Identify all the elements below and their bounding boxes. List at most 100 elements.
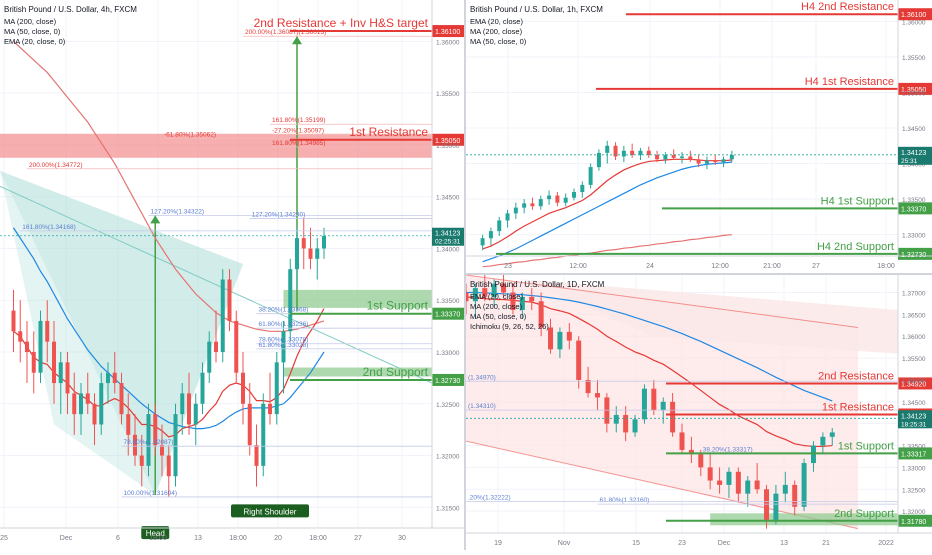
legend: British Pound / U.S. Dollar, 1h, FXCM EMA… bbox=[470, 5, 603, 46]
level-label: 2nd Support bbox=[834, 508, 894, 520]
chart-title: British Pound / U.S. Dollar, 1D, FXCM bbox=[470, 280, 605, 289]
candle-body bbox=[166, 455, 171, 477]
indicator-label: MA (50, close, 0) bbox=[470, 37, 527, 46]
candles bbox=[463, 275, 835, 529]
candle-body bbox=[688, 156, 693, 160]
level-label: 2nd Support bbox=[363, 365, 429, 379]
candle-body bbox=[241, 372, 245, 404]
fib-label: 78.60%(1.32087) bbox=[124, 439, 174, 446]
level-label: 1st Resistance bbox=[349, 125, 428, 139]
candle-body bbox=[547, 195, 552, 200]
level-label: 2nd Resistance + Inv H&S target bbox=[254, 16, 429, 30]
ichimoku-cloud bbox=[522, 279, 898, 354]
price-axis-tick: 1.36000 bbox=[902, 19, 926, 26]
price-axis-tick: 1.35500 bbox=[436, 91, 460, 98]
time-axis-tick: 13 bbox=[194, 535, 202, 542]
fib-label: 127.20%(1.34290) bbox=[252, 211, 306, 218]
price-tag-support bbox=[432, 307, 464, 320]
candle-body bbox=[717, 480, 723, 485]
price-axis-tick: 1.32000 bbox=[902, 509, 926, 516]
candle-body bbox=[538, 301, 544, 328]
candle-body bbox=[529, 296, 535, 302]
candle-body bbox=[268, 403, 272, 415]
candle-body bbox=[530, 203, 535, 207]
panel-1d[interactable]: (1.34970) (1.34310) 38.20%(1.33317) 61.80%(… bbox=[463, 274, 932, 550]
fib-label: 61.80%(1.32160) bbox=[599, 497, 649, 504]
current-price-countdown: 18:25:31 bbox=[901, 421, 927, 428]
candle-body bbox=[754, 480, 760, 490]
price-axis bbox=[432, 0, 464, 550]
candle-body bbox=[25, 341, 29, 352]
channel-upper bbox=[465, 274, 859, 328]
panel-4h[interactable]: 200.00%(1.36087)(1.36013) 161.80%(1.35199… bbox=[0, 0, 464, 550]
price-tag-resistance bbox=[432, 133, 464, 146]
price-tag-label: 1.33317 bbox=[901, 451, 926, 458]
chart-1h[interactable]: H4 2nd Resistance 1.36100 H4 1st Resistanc… bbox=[466, 0, 932, 273]
candle-body bbox=[85, 393, 90, 404]
indicator-label: EMA (20, close, 0) bbox=[4, 37, 66, 46]
candle-body bbox=[764, 489, 770, 520]
candle-body bbox=[482, 288, 488, 297]
legend: British Pound / U.S. Dollar, 1D, FXCM EMA… bbox=[470, 280, 605, 331]
price-tag-support bbox=[898, 247, 932, 260]
candle-body bbox=[11, 310, 16, 332]
candle-body bbox=[713, 160, 718, 163]
candle-body bbox=[38, 320, 43, 373]
panel-divider-horizontal[interactable] bbox=[466, 273, 932, 275]
ma200-line bbox=[482, 234, 732, 268]
price-axis-tick: 1.34000 bbox=[436, 246, 460, 253]
candle-body bbox=[207, 341, 212, 373]
price-axis-tick: 1.33000 bbox=[902, 233, 926, 240]
candle-body bbox=[497, 220, 502, 232]
candle-body bbox=[295, 238, 299, 270]
panel-1h[interactable]: H4 2nd Resistance 1.36100 H4 1st Resistanc… bbox=[466, 0, 932, 273]
candle-body bbox=[193, 403, 198, 425]
candle-body bbox=[65, 362, 70, 394]
price-axis-tick: 1.31500 bbox=[436, 505, 460, 512]
fib-label: (1.34310) bbox=[468, 403, 496, 410]
price-axis-tick: 1.33500 bbox=[902, 444, 926, 451]
candle-body bbox=[566, 331, 572, 341]
chart-4h[interactable]: 200.00%(1.36087)(1.36013) 161.80%(1.35199… bbox=[0, 0, 464, 550]
price-axis-tick: 1.33500 bbox=[436, 298, 460, 305]
price-tag-support bbox=[898, 447, 932, 460]
time-axis-tick: 25 bbox=[0, 535, 8, 542]
time-axis-tick: 18:00 bbox=[877, 263, 895, 270]
panel-divider-vertical[interactable] bbox=[464, 0, 466, 550]
time-axis-tick: 13 bbox=[780, 540, 788, 547]
candle-body bbox=[281, 331, 286, 363]
level-label: H4 1st Support bbox=[821, 195, 894, 207]
candle-body bbox=[671, 155, 676, 158]
candle-body bbox=[214, 341, 218, 352]
candle-body bbox=[153, 414, 158, 446]
candle-body bbox=[112, 372, 117, 384]
candle-body bbox=[585, 379, 591, 394]
candle-body bbox=[729, 155, 734, 160]
pattern-tag-label: Right Shoulder bbox=[244, 507, 297, 516]
candle-body bbox=[663, 155, 668, 160]
current-price-value: 1.34123 bbox=[435, 231, 460, 238]
candle-body bbox=[261, 403, 266, 466]
candle-body bbox=[254, 445, 259, 466]
price-tag-resistance bbox=[898, 377, 932, 390]
candle-body bbox=[604, 397, 610, 424]
price-tag-label: 1.33370 bbox=[435, 312, 460, 319]
price-axis-tick: 1.35500 bbox=[902, 55, 926, 62]
candle-body bbox=[126, 414, 131, 435]
chart-1d[interactable]: (1.34970) (1.34310) 38.20%(1.33317) 61.80%(… bbox=[463, 274, 932, 550]
candle-body bbox=[613, 145, 618, 157]
candle-body bbox=[52, 341, 56, 384]
support-zone-2 bbox=[283, 367, 432, 377]
candle-body bbox=[563, 197, 568, 203]
candle-body bbox=[548, 327, 554, 350]
price-axis-tick: 1.33500 bbox=[902, 197, 926, 204]
resistance-zone bbox=[0, 133, 432, 158]
candle-body bbox=[605, 145, 610, 153]
price-axis-tick: 1.34500 bbox=[902, 126, 926, 133]
candle-body bbox=[680, 156, 684, 158]
candle-body bbox=[580, 184, 585, 192]
indicator-label: EMA (20, close) bbox=[470, 17, 523, 26]
candle-body bbox=[670, 401, 676, 433]
candle-body bbox=[480, 238, 485, 246]
price-axis-tick: 1.36000 bbox=[436, 39, 460, 46]
